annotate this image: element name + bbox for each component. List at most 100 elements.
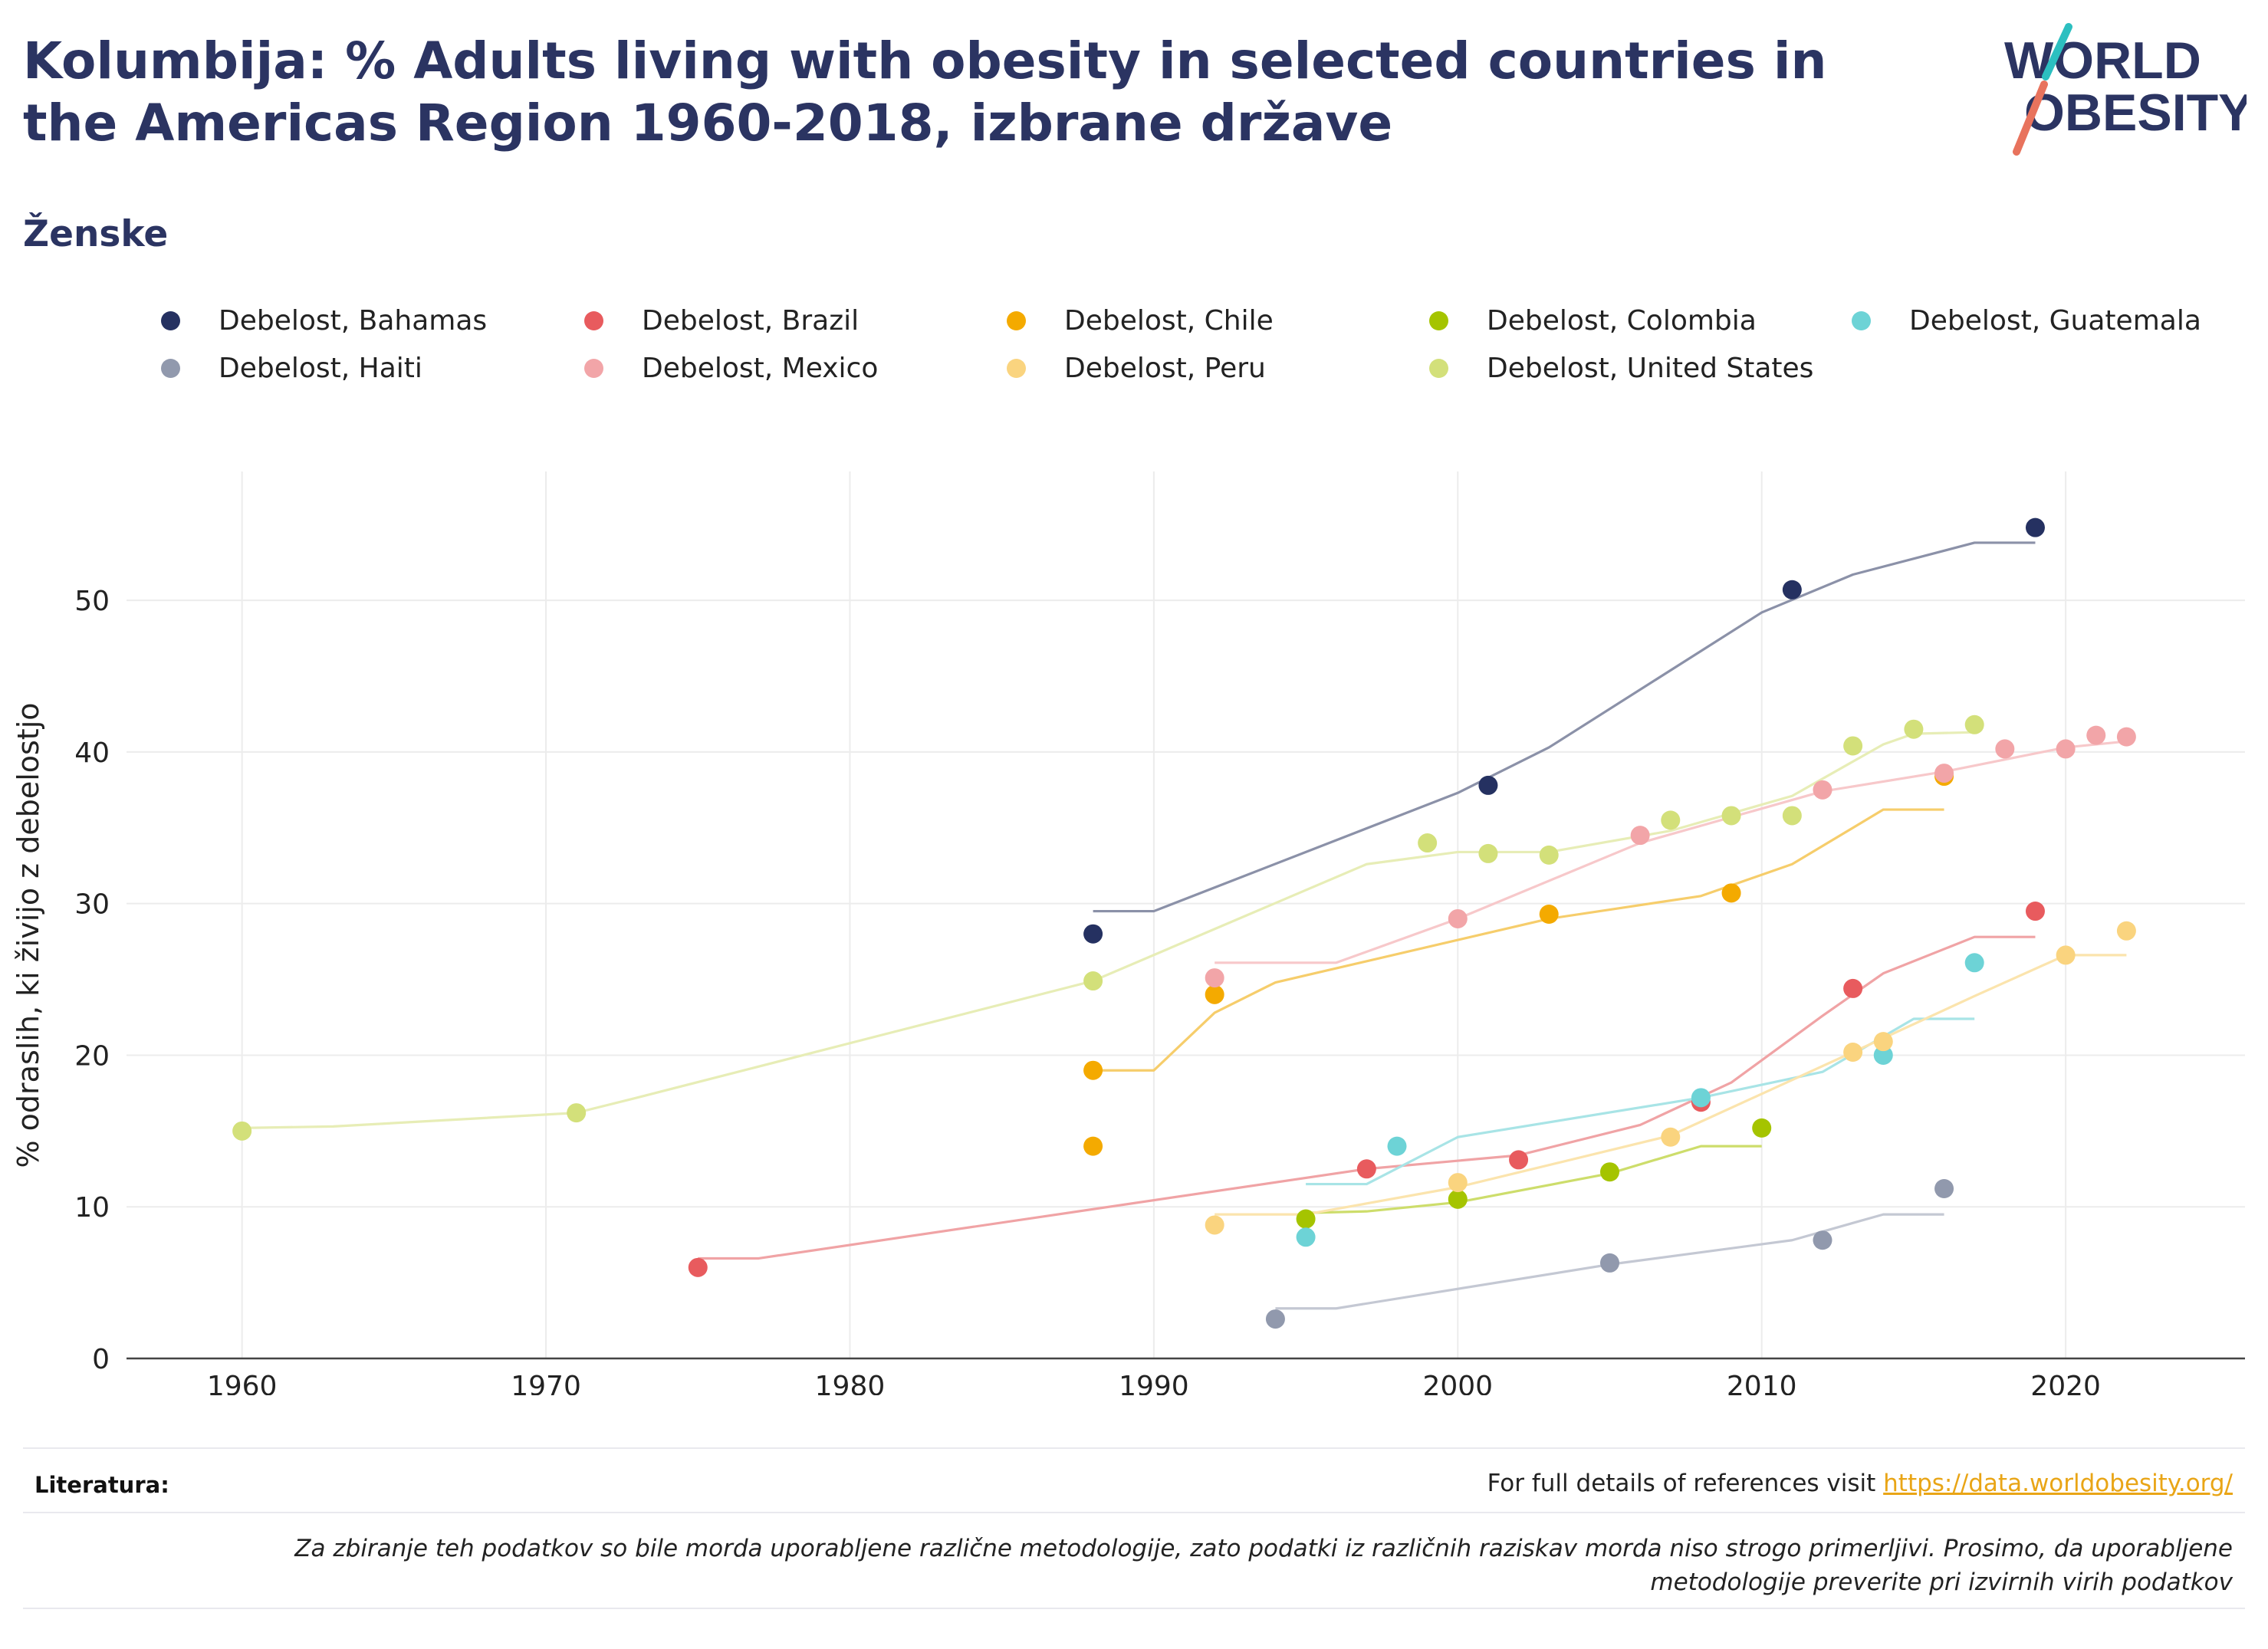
methodology-note: Za zbiranje teh podatkov so bile morda u… [294, 1535, 2233, 1597]
trend-line-debelost-haiti [1275, 1213, 1944, 1310]
data-point-debelost-mexico [1813, 780, 1832, 800]
references-link[interactable]: https://data.worldobesity.org/ [1883, 1470, 2233, 1497]
legend-item: Debelost, Guatemala [1852, 305, 2201, 337]
legend-label: Debelost, Chile [1064, 305, 1274, 337]
chart-subtitle: Ženske [23, 213, 169, 255]
legend-item: Debelost, Chile [1007, 305, 1274, 337]
data-point-debelost-united-states [1539, 845, 1559, 865]
data-point-debelost-mexico [2056, 739, 2076, 759]
data-point-debelost-united-states [1721, 806, 1741, 826]
legend-label: Debelost, Guatemala [1909, 305, 2201, 337]
chart-legend: Debelost, Bahamas Debelost, Brazil Debelos… [161, 305, 2262, 412]
data-point-debelost-mexico [2086, 725, 2106, 745]
data-point-debelost-united-states [1904, 719, 1924, 739]
legend-marker [1007, 311, 1026, 330]
data-point-debelost-guatemala [1691, 1088, 1711, 1108]
legend-marker [161, 311, 180, 330]
legend-label: Debelost, Bahamas [219, 305, 488, 337]
legend-marker [161, 359, 180, 378]
data-point-debelost-chile [1205, 984, 1224, 1004]
data-point-debelost-brazil [688, 1257, 708, 1277]
logo-line2: OBESITY [2024, 84, 2247, 142]
legend-label: Debelost, Haiti [219, 353, 422, 384]
legend-item: Debelost, Bahamas [161, 305, 487, 337]
data-point-debelost-peru [1448, 1173, 1468, 1193]
data-point-debelost-chile [1083, 1060, 1103, 1080]
data-point-debelost-united-states [1782, 806, 1802, 826]
y-tick-label: 20 [74, 1040, 110, 1072]
trend-line-debelost-colombia [1306, 1145, 1762, 1214]
data-point-debelost-brazil [1843, 978, 1863, 998]
legend-item: Debelost, Peru [1007, 353, 1266, 384]
data-point-debelost-united-states [1661, 810, 1681, 830]
data-point-debelost-haiti [1934, 1178, 1954, 1198]
legend-marker [1007, 359, 1026, 378]
data-point-debelost-bahamas [1478, 775, 1498, 795]
x-tick-label: 1990 [1119, 1371, 1189, 1395]
footer-divider-top [23, 1447, 2245, 1449]
data-point-debelost-haiti [1813, 1230, 1832, 1250]
data-point-debelost-peru [2116, 921, 2136, 941]
data-point-debelost-mexico [2116, 727, 2136, 747]
x-tick-label: 2010 [1727, 1371, 1797, 1395]
data-point-debelost-bahamas [1782, 580, 1802, 599]
x-tick-label: 2000 [1422, 1371, 1493, 1395]
data-point-debelost-peru [1873, 1032, 1893, 1052]
data-point-debelost-mexico [1205, 968, 1224, 988]
legend-marker [584, 311, 603, 330]
data-point-debelost-united-states [1964, 714, 1984, 734]
data-point-debelost-guatemala [1964, 953, 1984, 973]
x-tick-label: 2020 [2030, 1371, 2101, 1395]
data-point-debelost-guatemala [1296, 1227, 1316, 1247]
footer-divider-bottom [23, 1608, 2245, 1609]
references-prefix: For full details of references visit [1487, 1470, 1884, 1497]
data-point-debelost-united-states [1418, 833, 1438, 853]
legend-marker [584, 359, 603, 378]
chart-title: Kolumbija: % Adults living with obesity … [23, 31, 1827, 153]
legend-item: Debelost, Brazil [584, 305, 859, 337]
legend-label: Debelost, Brazil [642, 305, 860, 337]
references-text: For full details of references visit htt… [1487, 1470, 2233, 1497]
data-point-debelost-chile [1083, 1136, 1103, 1156]
x-tick-label: 1970 [511, 1371, 581, 1395]
legend-label: Debelost, Mexico [642, 353, 879, 384]
data-point-debelost-bahamas [1083, 924, 1103, 944]
y-tick-label: 30 [74, 889, 110, 921]
data-point-debelost-peru [1205, 1215, 1224, 1235]
y-tick-label: 0 [92, 1344, 110, 1375]
data-point-debelost-united-states [232, 1121, 252, 1141]
y-tick-label: 10 [74, 1192, 110, 1224]
data-point-debelost-colombia [1448, 1189, 1468, 1209]
trend-line-debelost-united-states [242, 731, 1975, 1129]
data-point-debelost-mexico [1448, 908, 1468, 928]
world-obesity-logo: WORLD OBESITY [2004, 23, 2247, 156]
legend-item: Debelost, Haiti [161, 353, 422, 384]
data-point-debelost-mexico [1995, 739, 2015, 759]
legend-label: Debelost, Peru [1064, 353, 1266, 384]
data-point-debelost-chile [1721, 883, 1741, 903]
references-label: Literatura: [35, 1472, 169, 1498]
data-point-debelost-guatemala [1873, 1045, 1893, 1065]
data-point-debelost-brazil [2025, 902, 2045, 921]
data-point-debelost-colombia [1752, 1118, 1772, 1138]
data-point-debelost-peru [1843, 1042, 1863, 1062]
data-point-debelost-united-states [1083, 971, 1103, 991]
data-point-debelost-united-states [567, 1103, 587, 1123]
trend-line-debelost-brazil [698, 935, 2036, 1260]
legend-item: Debelost, United States [1429, 353, 1813, 384]
data-point-debelost-brazil [1356, 1159, 1376, 1179]
legend-marker [1429, 359, 1448, 378]
data-point-debelost-peru [2056, 945, 2076, 965]
trend-line-debelost-peru [1215, 954, 2127, 1216]
logo-line1: WORLD [2004, 31, 2201, 90]
legend-marker [1429, 311, 1448, 330]
legend-item: Debelost, Colombia [1429, 305, 1757, 337]
y-tick-label: 40 [74, 737, 110, 769]
legend-label: Debelost, United States [1487, 353, 1814, 384]
data-point-debelost-bahamas [2025, 517, 2045, 537]
obesity-chart: 1960 1970 1980 1990 2000 2010 2020 0 10 20 30 40 50 [74, 471, 2245, 1395]
data-point-debelost-haiti [1599, 1253, 1619, 1273]
y-tick-label: 50 [74, 586, 110, 617]
data-point-debelost-mexico [1934, 764, 1954, 783]
x-tick-label: 1960 [207, 1371, 278, 1395]
